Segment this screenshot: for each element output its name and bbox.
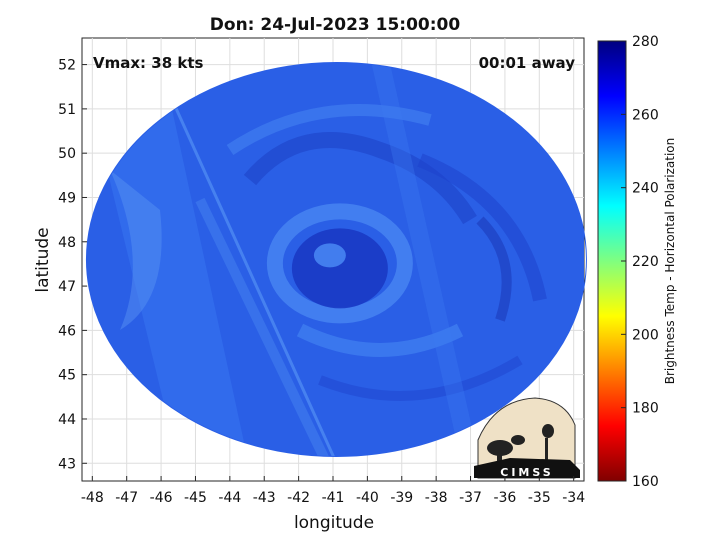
x-tick-label: -34 xyxy=(562,490,585,506)
vmax-annotation: Vmax: 38 kts xyxy=(93,54,203,72)
colorbar-tick-label: 240 xyxy=(632,181,659,197)
x-tick-label: -44 xyxy=(218,490,241,506)
x-tick-label: -40 xyxy=(356,490,379,506)
y-tick-label: 49 xyxy=(58,190,76,206)
x-tick-label: -37 xyxy=(459,490,482,506)
cimss-logo: CIMSS xyxy=(474,397,580,479)
x-tick-label: -48 xyxy=(81,490,104,506)
time-away-annotation: 00:01 away xyxy=(479,54,576,72)
x-tick-label: -35 xyxy=(528,490,551,506)
x-tick-label: -38 xyxy=(425,490,448,506)
colorbar-tick-label: 200 xyxy=(632,327,659,343)
colorbar-tick-label: 160 xyxy=(632,474,659,490)
chart-title: Don: 24-Jul-2023 15:00:00 xyxy=(210,15,461,35)
x-tick-label: -36 xyxy=(493,490,516,506)
y-tick-label: 48 xyxy=(58,235,76,251)
y-tick-label: 43 xyxy=(58,456,76,472)
y-tick-label: 47 xyxy=(58,279,76,295)
swath-image xyxy=(86,62,584,457)
x-axis-label: longitude xyxy=(294,513,374,533)
colorbar-label: Brightness Temp - Horizontal Polarizatio… xyxy=(663,138,677,385)
colorbar-ticks: 160 180 200 220 240 260 280 xyxy=(621,34,659,490)
x-tick-label: -46 xyxy=(150,490,173,506)
y-tick-label: 52 xyxy=(58,58,76,74)
x-tick-label: -41 xyxy=(322,490,345,506)
x-tick-label: -45 xyxy=(184,490,207,506)
y-tick-label: 44 xyxy=(58,412,76,428)
colorbar-tick-label: 260 xyxy=(632,107,659,123)
colorbar-tick-label: 220 xyxy=(632,254,659,270)
x-tick-label: -43 xyxy=(253,490,276,506)
x-tick-label: -47 xyxy=(115,490,138,506)
y-tick-label: 51 xyxy=(58,102,76,118)
x-tick-label: -39 xyxy=(390,490,413,506)
y-axis: 43 44 45 46 47 48 49 50 51 52 xyxy=(58,58,87,472)
cimss-logo-text: CIMSS xyxy=(500,466,553,479)
swath-edge xyxy=(85,62,587,457)
y-axis-label: latitude xyxy=(33,227,53,292)
x-tick-label: -42 xyxy=(287,490,310,506)
y-tick-label: 45 xyxy=(58,368,76,384)
storm-center xyxy=(266,203,413,324)
swath-texture xyxy=(100,62,547,457)
x-axis: -48 -47 -46 -45 -44 -43 -42 -41 -40 -39 -38 -37 -36-… xyxy=(81,476,585,506)
colorbar-tick-label: 180 xyxy=(632,401,659,417)
colorbar-tick-label: 280 xyxy=(632,34,659,50)
y-tick-label: 50 xyxy=(58,146,76,162)
y-tick-label: 46 xyxy=(58,323,76,339)
